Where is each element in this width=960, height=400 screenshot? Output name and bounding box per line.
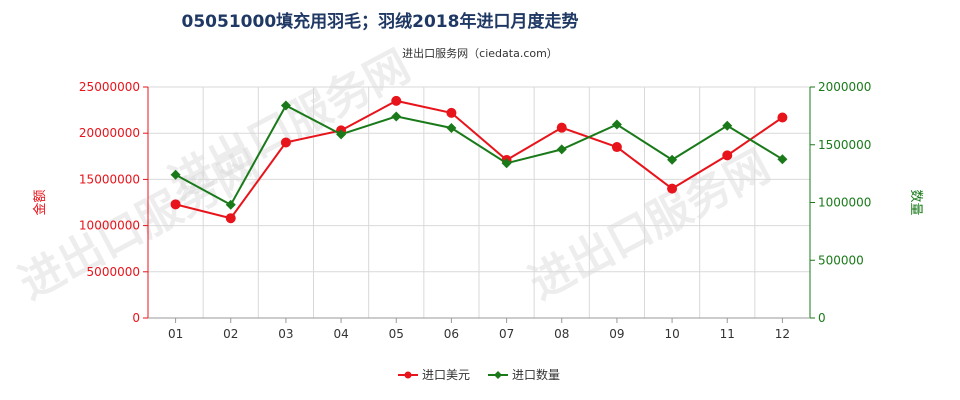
- x-tick-label: 07: [499, 327, 514, 341]
- y-left-tick-label: 10000000: [79, 219, 140, 233]
- y-right-tick-label: 500000: [818, 253, 864, 267]
- data-point-circle: [391, 95, 402, 106]
- series-line: [175, 99, 783, 220]
- y-left-tick-label: 15000000: [79, 172, 140, 186]
- data-point-circle: [446, 107, 457, 118]
- y-axis-left-title: 金额: [32, 189, 48, 215]
- data-point-diamond: [501, 158, 512, 169]
- data-point-circle: [280, 137, 291, 148]
- y-left-tick-label: 5000000: [87, 265, 140, 279]
- y-left-tick-label: 25000000: [79, 80, 140, 94]
- x-tick-label: 01: [168, 327, 183, 341]
- x-tick-label: 08: [554, 327, 569, 341]
- watermark-text: 进出口服务网: [161, 41, 418, 210]
- x-tick-label: 09: [609, 327, 624, 341]
- data-point-circle: [722, 150, 733, 161]
- data-point-circle: [225, 213, 236, 224]
- data-point-diamond: [446, 123, 457, 134]
- x-tick-label: 10: [664, 327, 679, 341]
- legend-item-1[interactable]: 进口美元: [398, 368, 470, 382]
- data-point-diamond: [336, 129, 347, 140]
- series-line: [175, 104, 783, 207]
- data-point-circle: [556, 122, 567, 133]
- y-axis-right-title: 数量: [908, 189, 923, 215]
- x-tick-label: 02: [223, 327, 238, 341]
- legend-swatch-marker: [494, 371, 502, 379]
- series-2: [170, 100, 788, 210]
- x-tick-label: 12: [775, 327, 790, 341]
- legend[interactable]: 进口美元 进口数量: [398, 367, 560, 382]
- axes: 0500000010000000150000002000000025000000…: [79, 80, 872, 341]
- data-point-circle: [667, 183, 678, 194]
- y-left-tick-label: 20000000: [79, 126, 140, 140]
- data-point-diamond: [556, 144, 567, 155]
- series-layer: [170, 95, 788, 224]
- x-tick-label: 04: [333, 327, 348, 341]
- chart-subtitle: 进出口服务网（ciedata.com）: [402, 46, 558, 60]
- legend-swatch-marker: [404, 371, 412, 379]
- legend-item-2[interactable]: 进口数量: [488, 367, 560, 382]
- data-point-diamond: [170, 169, 181, 180]
- data-point-diamond: [722, 120, 733, 131]
- data-point-diamond: [777, 154, 788, 165]
- chart-title: 05051000填充用羽毛；羽绒2018年进口月度走势: [182, 11, 579, 32]
- series-1: [170, 95, 788, 224]
- x-tick-label: 11: [720, 327, 735, 341]
- grid: [147, 86, 811, 319]
- y-right-tick-label: 0: [818, 311, 826, 325]
- y-left-tick-label: 0: [132, 311, 140, 325]
- x-tick-label: 06: [444, 327, 459, 341]
- data-point-diamond: [611, 119, 622, 130]
- legend-label: 进口数量: [512, 367, 560, 382]
- data-point-diamond: [225, 199, 236, 210]
- data-point-circle: [777, 112, 788, 123]
- x-tick-label: 03: [278, 327, 293, 341]
- data-point-circle: [611, 142, 622, 153]
- x-tick-label: 05: [389, 327, 404, 341]
- y-right-tick-label: 1000000: [818, 196, 871, 210]
- data-point-diamond: [280, 100, 291, 111]
- legend-label: 进口美元: [422, 368, 470, 382]
- y-right-tick-label: 1500000: [818, 138, 871, 152]
- data-point-diamond: [391, 111, 402, 122]
- data-point-diamond: [667, 154, 678, 165]
- data-point-circle: [170, 199, 181, 210]
- y-right-tick-label: 2000000: [818, 80, 871, 94]
